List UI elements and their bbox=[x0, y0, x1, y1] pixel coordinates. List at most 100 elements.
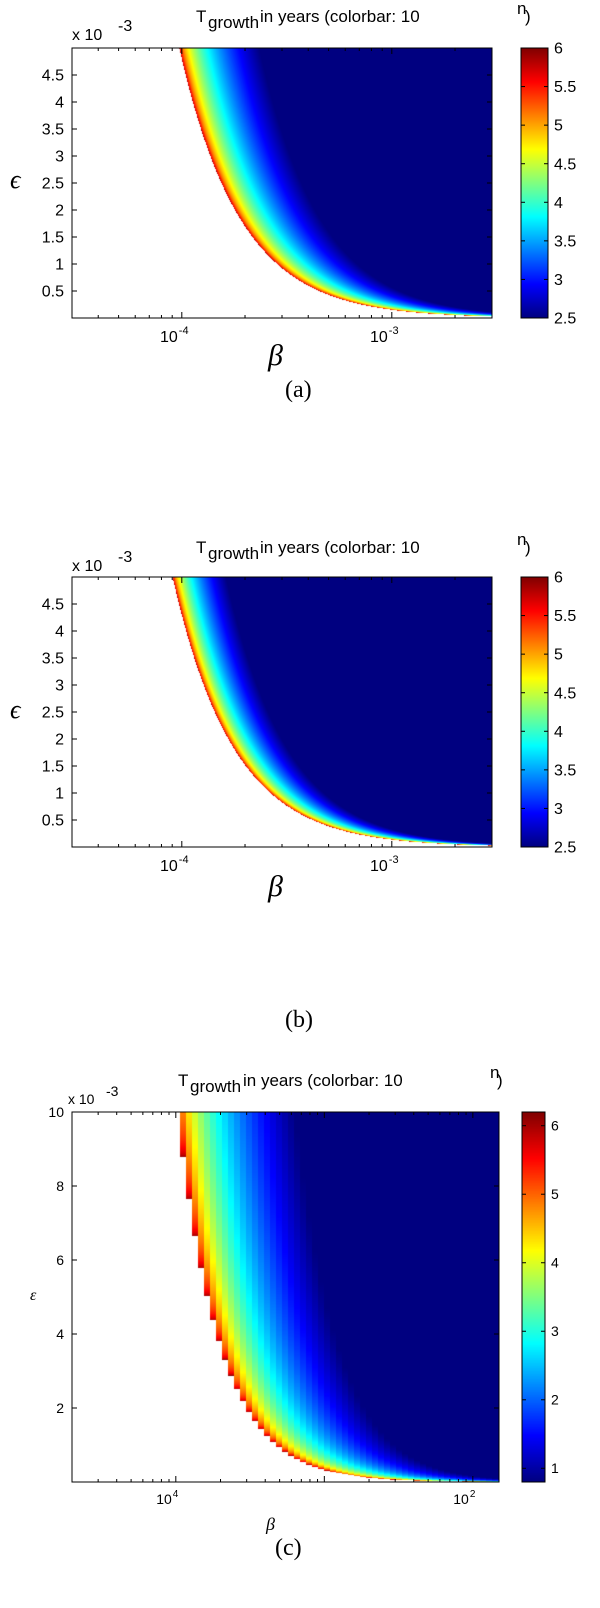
y-tick-label: 2 bbox=[55, 203, 64, 220]
panel-b-ticks: 0.511.522.533.544.510 -4 10 -3 bbox=[42, 577, 493, 875]
colorbar-tick-label: 3 bbox=[551, 1323, 559, 1339]
panel-b: T growth in years (colorbar: 10 n ) x 10… bbox=[10, 530, 576, 1033]
panel-c-y-multiplier: x 10 bbox=[68, 1091, 95, 1107]
panel-a-title-rest: in years (colorbar: 10 bbox=[260, 7, 420, 26]
x-tick-label-base: 10 bbox=[370, 858, 388, 875]
x-tick-label-base: 10 bbox=[453, 1491, 469, 1507]
panel-c-y-axis-label: ε bbox=[30, 1287, 37, 1304]
colorbar-tick-label: 4 bbox=[551, 1255, 559, 1271]
colorbar-tick-label: 5 bbox=[554, 118, 563, 135]
x-tick-label-exp: -3 bbox=[389, 854, 399, 866]
colorbar-tick-label: 4 bbox=[554, 195, 563, 212]
panel-b-heatmap bbox=[72, 577, 492, 847]
colorbar-tick-label: 2.5 bbox=[554, 840, 576, 857]
y-tick-label: 4.5 bbox=[42, 597, 64, 614]
panel-a-y-multiplier: x 10 bbox=[72, 27, 102, 44]
x-tick-label-exp: 4 bbox=[173, 1489, 179, 1500]
panel-a-title-sub: growth bbox=[208, 13, 259, 32]
x-tick-label-base: 10 bbox=[160, 329, 178, 346]
y-tick-label: 6 bbox=[56, 1252, 64, 1268]
colorbar-tick-label: 4.5 bbox=[554, 156, 576, 173]
colorbar-tick-label: 2.5 bbox=[554, 311, 576, 328]
panel-b-caption: (b) bbox=[285, 1007, 313, 1033]
panel-c: T growth in years (colorbar: 10 n ) x 10… bbox=[30, 1063, 559, 1561]
panel-b-title-sub: growth bbox=[208, 544, 259, 563]
panel-a-y-axis-label: ϵ bbox=[10, 165, 22, 194]
panel-c-title-main: T bbox=[178, 1071, 188, 1090]
y-tick-label: 3 bbox=[55, 149, 64, 166]
colorbar-tick-label: 5 bbox=[554, 647, 563, 664]
colorbar-tick-label: 3 bbox=[554, 272, 563, 289]
colorbar-tick-label: 4 bbox=[554, 724, 563, 741]
panel-a-title-end: ) bbox=[525, 7, 531, 26]
y-tick-label: 2.5 bbox=[42, 705, 64, 722]
panel-b-title-sup: n bbox=[517, 530, 526, 549]
y-tick-label: 0.5 bbox=[42, 813, 64, 830]
panel-b-colorbar bbox=[521, 577, 548, 847]
panel-c-title-sub: growth bbox=[190, 1077, 241, 1096]
y-tick-label: 4 bbox=[55, 624, 64, 641]
panel-b-title-main: T bbox=[196, 538, 206, 557]
colorbar-tick-label: 3 bbox=[554, 801, 563, 818]
panel-c-colorbar-frame bbox=[521, 1111, 546, 1483]
panel-a: T growth in years (colorbar: 10 n ) x 10… bbox=[10, 0, 576, 403]
x-tick-label-base: 10 bbox=[160, 858, 178, 875]
panel-a-title-main: T bbox=[196, 7, 206, 26]
y-tick-label: 8 bbox=[56, 1178, 64, 1194]
colorbar-tick-label: 5.5 bbox=[554, 608, 576, 625]
x-tick-label-exp: 2 bbox=[470, 1489, 476, 1500]
y-tick-label: 1.5 bbox=[42, 759, 64, 776]
panel-c-colorbar-ticks: 1 2 3 4 5 6 bbox=[522, 1118, 559, 1476]
panel-a-x-axis-label: β bbox=[267, 339, 283, 372]
panel-a-colorbar-frame bbox=[520, 47, 549, 319]
panel-c-colorbar bbox=[522, 1112, 545, 1482]
panel-c-title-rest: in years (colorbar: 10 bbox=[243, 1071, 403, 1090]
x-tick-label-base: 10 bbox=[156, 1491, 172, 1507]
y-tick-label: 1.5 bbox=[42, 230, 64, 247]
panel-b-y-multiplier-exp: -3 bbox=[118, 549, 132, 566]
panel-a-title: T growth in years (colorbar: 10 n ) bbox=[196, 0, 531, 32]
colorbar-tick-label: 5.5 bbox=[554, 79, 576, 96]
x-tick-label-exp: -3 bbox=[389, 325, 399, 337]
colorbar-tick-label: 6 bbox=[554, 41, 563, 58]
panel-b-y-multiplier: x 10 bbox=[72, 558, 102, 575]
x-tick-label-base: 10 bbox=[370, 329, 388, 346]
panel-c-title: T growth in years (colorbar: 10 n ) bbox=[178, 1063, 503, 1096]
x-tick-label-exp: -4 bbox=[179, 325, 189, 337]
y-tick-label: 4 bbox=[56, 1326, 64, 1342]
panel-c-y-multiplier-exp: -3 bbox=[106, 1083, 119, 1099]
panel-b-colorbar-ticks: 2.5 3 3.5 4 4.5 5 5.5 6 bbox=[521, 570, 576, 857]
panel-a-caption: (a) bbox=[285, 377, 312, 403]
panel-b-y-axis-label: ϵ bbox=[10, 695, 22, 724]
x-tick-label-exp: -4 bbox=[179, 854, 189, 866]
y-tick-label: 2 bbox=[55, 732, 64, 749]
y-tick-label: 2.5 bbox=[42, 176, 64, 193]
panel-c-plot-frame bbox=[71, 1111, 500, 1483]
panel-b-title-rest: in years (colorbar: 10 bbox=[260, 538, 420, 557]
colorbar-tick-label: 5 bbox=[551, 1186, 559, 1202]
panel-b-colorbar-frame bbox=[520, 576, 549, 848]
colorbar-tick-label: 3.5 bbox=[554, 762, 576, 779]
y-tick-label: 0.5 bbox=[42, 284, 64, 301]
panel-c-title-end: ) bbox=[497, 1071, 503, 1090]
panel-c-caption: (c) bbox=[275, 1535, 302, 1561]
y-tick-label: 10 bbox=[48, 1104, 64, 1120]
colorbar-tick-label: 2 bbox=[551, 1392, 559, 1408]
panel-c-heatmap bbox=[72, 1112, 499, 1482]
y-tick-label: 3.5 bbox=[42, 651, 64, 668]
panel-b-title: T growth in years (colorbar: 10 n ) bbox=[196, 530, 531, 563]
panel-a-y-multiplier-exp: -3 bbox=[118, 18, 132, 35]
y-tick-label: 1 bbox=[55, 786, 64, 803]
panel-a-heatmap bbox=[72, 48, 492, 318]
colorbar-tick-label: 4.5 bbox=[554, 685, 576, 702]
y-tick-label: 3.5 bbox=[42, 122, 64, 139]
panel-a-colorbar-ticks: 2.5 3 3.5 4 4.5 5 5.5 6 bbox=[521, 41, 576, 328]
panel-c-title-sup: n bbox=[490, 1063, 499, 1082]
panel-a-ticks: 0.511.522.533.544.510 -4 10 -3 bbox=[42, 48, 493, 346]
panel-b-title-end: ) bbox=[525, 538, 531, 557]
colorbar-tick-label: 3.5 bbox=[554, 233, 576, 250]
colorbar-tick-label: 1 bbox=[551, 1460, 559, 1476]
colorbar-tick-label: 6 bbox=[554, 570, 563, 587]
